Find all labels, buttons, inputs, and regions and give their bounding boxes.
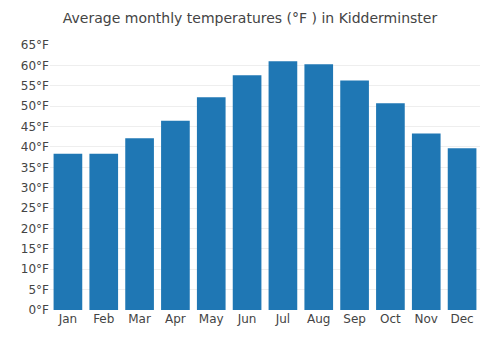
svg-text:20°F: 20°F xyxy=(21,222,49,236)
svg-text:Jul: Jul xyxy=(275,312,290,326)
svg-text:Sep: Sep xyxy=(343,312,366,326)
svg-text:Jun: Jun xyxy=(237,312,257,326)
svg-text:Mar: Mar xyxy=(128,312,151,326)
svg-text:30°F: 30°F xyxy=(21,181,49,195)
svg-text:15°F: 15°F xyxy=(21,242,49,256)
svg-text:Nov: Nov xyxy=(415,312,438,326)
svg-text:Dec: Dec xyxy=(450,312,473,326)
svg-text:Apr: Apr xyxy=(165,312,186,326)
svg-text:45°F: 45°F xyxy=(21,120,49,134)
svg-text:May: May xyxy=(199,312,224,326)
svg-text:50°F: 50°F xyxy=(21,99,49,113)
svg-text:5°F: 5°F xyxy=(28,283,49,297)
svg-text:Jan: Jan xyxy=(58,312,78,326)
svg-text:Average monthly temperatures (: Average monthly temperatures (°F ) in Ki… xyxy=(63,10,438,26)
svg-text:0°F: 0°F xyxy=(28,303,49,317)
svg-text:35°F: 35°F xyxy=(21,161,49,175)
svg-text:10°F: 10°F xyxy=(21,262,49,276)
svg-text:60°F: 60°F xyxy=(21,59,49,73)
svg-text:Oct: Oct xyxy=(380,312,401,326)
svg-text:25°F: 25°F xyxy=(21,201,49,215)
svg-text:Aug: Aug xyxy=(307,312,330,326)
svg-text:65°F: 65°F xyxy=(21,38,49,52)
svg-text:Feb: Feb xyxy=(93,312,114,326)
svg-text:55°F: 55°F xyxy=(21,79,49,93)
svg-text:40°F: 40°F xyxy=(21,140,49,154)
